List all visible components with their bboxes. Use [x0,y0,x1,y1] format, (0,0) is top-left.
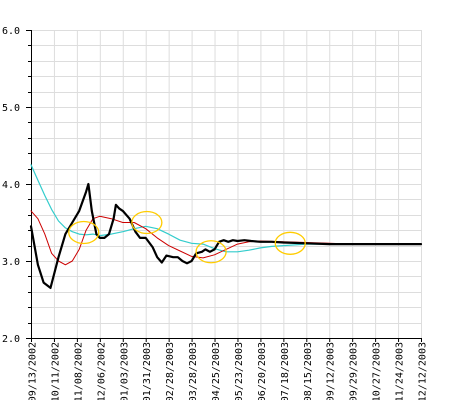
chart-grid [31,30,422,339]
highlight-ellipse [131,210,163,235]
y-tick-label: 2.0 [2,334,20,345]
x-axis-ticks: 09/13/2002 10/11/2002 11/08/2002 12/06/2002… [28,342,429,400]
x-tick-label: 09/13/2002 [28,342,39,400]
y-tick-label: 6.0 [2,26,20,37]
x-tick-label: 01/03/2003 [119,342,130,400]
series-line-2 [30,164,422,253]
highlight-ellipse [68,220,100,245]
y-axis-ticks: 2.0 3.0 4.0 5.0 6.0 [2,26,20,345]
x-tick-label: 03/28/2003 [188,342,199,400]
x-tick-label: 11/08/2002 [73,342,84,400]
chart-series [29,164,423,289]
x-tick-label: 06/20/2003 [257,342,268,400]
chart-axes [26,30,422,342]
x-tick-label: 12/06/2002 [96,342,107,400]
y-tick-label: 5.0 [2,103,20,114]
x-tick-label: 08/15/2003 [303,342,314,400]
highlight-ellipse [274,231,306,255]
x-tick-label: 09/12/2003 [326,342,337,400]
x-tick-label: 10/27/2003 [372,342,383,400]
x-tick-label: 05/23/2003 [234,342,245,400]
highlight-ellipse [195,240,227,264]
y-tick-label: 3.0 [2,257,20,268]
series-line-1 [30,210,422,266]
x-tick-label: 11/24/2003 [395,342,406,400]
x-tick-label: 10/11/2002 [50,342,61,400]
chart-annotations [68,210,306,264]
x-tick-label: 01/31/2003 [142,342,153,400]
x-tick-label: 04/25/2003 [211,342,222,400]
x-tick-label: 09/29/2003 [349,342,360,400]
y-tick-label: 4.0 [2,180,20,191]
x-tick-label: 02/28/2003 [165,342,176,400]
x-tick-label: 07/18/2003 [280,342,291,400]
x-tick-label: 12/12/2003 [418,342,429,400]
series-line-0 [29,182,423,289]
